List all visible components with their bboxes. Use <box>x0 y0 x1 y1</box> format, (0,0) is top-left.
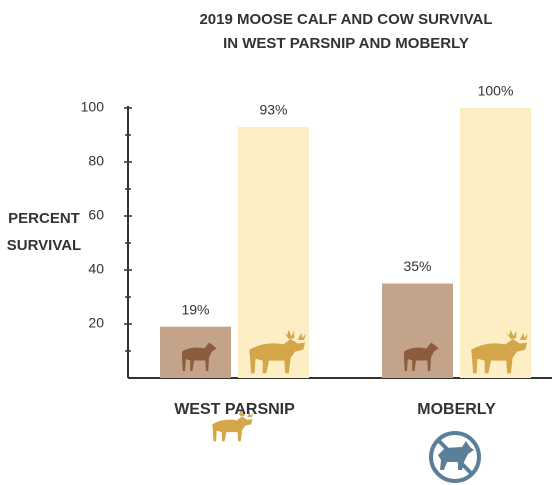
y-tick-label: 40 <box>88 261 104 277</box>
y-axis-label: PERCENT <box>8 210 80 227</box>
calf-icon <box>182 342 217 371</box>
chart-title: IN WEST PARSNIP AND MOBERLY <box>223 35 469 52</box>
chart-title: 2019 MOOSE CALF AND COW SURVIVAL <box>199 11 492 28</box>
y-tick-label: 100 <box>81 99 105 115</box>
icon-shape <box>249 330 306 374</box>
value-label: 93% <box>259 102 287 118</box>
x-tick-label: WEST PARSNIP <box>174 401 295 418</box>
bar <box>238 126 309 379</box>
value-label: 19% <box>181 301 209 317</box>
y-tick-label: 80 <box>88 153 104 169</box>
no-wolf-icon <box>429 431 481 483</box>
x-tick-label: MOBERLY <box>417 401 496 418</box>
icon-shape <box>404 342 439 371</box>
value-label: 35% <box>403 258 431 274</box>
cow-icon <box>471 330 528 374</box>
icon-shape <box>471 330 528 374</box>
bar <box>382 283 453 378</box>
y-axis-label: SURVIVAL <box>7 237 81 254</box>
cow-icon <box>249 330 306 374</box>
icon-shape <box>182 342 217 371</box>
moose-icon <box>212 410 254 442</box>
calf-icon <box>404 342 439 371</box>
bar <box>460 108 531 378</box>
y-tick-label: 20 <box>88 315 104 331</box>
y-tick-label: 60 <box>88 207 104 223</box>
value-label: 100% <box>478 83 514 99</box>
